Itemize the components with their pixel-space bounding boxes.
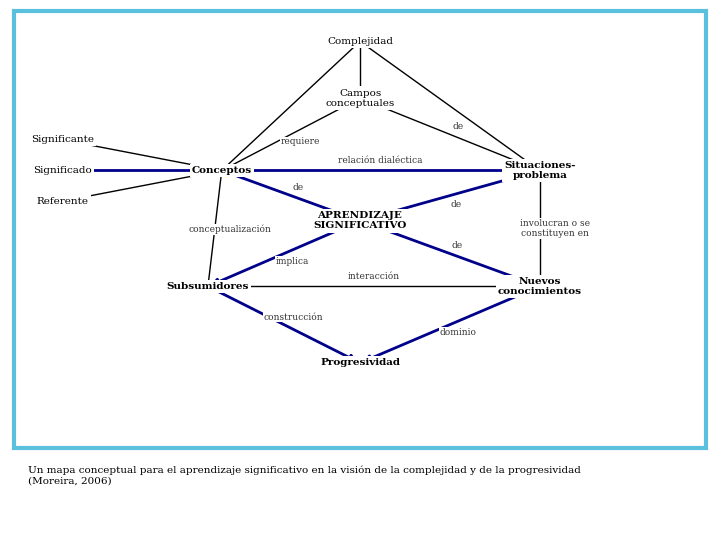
Text: requiere: requiere xyxy=(281,137,320,146)
Text: dominio: dominio xyxy=(440,328,477,337)
Text: Campos
conceptuales: Campos conceptuales xyxy=(325,89,395,108)
Text: conceptualización: conceptualización xyxy=(189,225,271,234)
Text: implica: implica xyxy=(276,257,309,266)
Text: Significante: Significante xyxy=(31,136,94,144)
Text: Significado: Significado xyxy=(33,166,92,175)
Text: Referente: Referente xyxy=(37,197,89,206)
Text: Nuevos
conocimientos: Nuevos conocimientos xyxy=(498,276,582,296)
Text: construcción: construcción xyxy=(264,313,323,322)
Text: Subsumidores: Subsumidores xyxy=(167,282,249,291)
Text: involucran o se
constituyen en: involucran o se constituyen en xyxy=(520,219,590,238)
Text: APRENDIZAJE
SIGNIFICATIVO: APRENDIZAJE SIGNIFICATIVO xyxy=(313,211,407,231)
Text: de: de xyxy=(452,241,463,249)
Text: de: de xyxy=(451,200,462,209)
Text: de: de xyxy=(293,183,304,192)
Text: Progresividad: Progresividad xyxy=(320,359,400,367)
Text: Complejidad: Complejidad xyxy=(327,37,393,46)
Text: Un mapa conceptual para el aprendizaje significativo en la visión de la compleji: Un mapa conceptual para el aprendizaje s… xyxy=(28,465,581,485)
Text: interacción: interacción xyxy=(348,272,400,281)
Text: de: de xyxy=(452,122,464,131)
Text: Conceptos: Conceptos xyxy=(192,166,252,175)
Text: Situaciones-
problema: Situaciones- problema xyxy=(504,161,575,180)
Text: relación dialéctica: relación dialéctica xyxy=(338,156,423,165)
